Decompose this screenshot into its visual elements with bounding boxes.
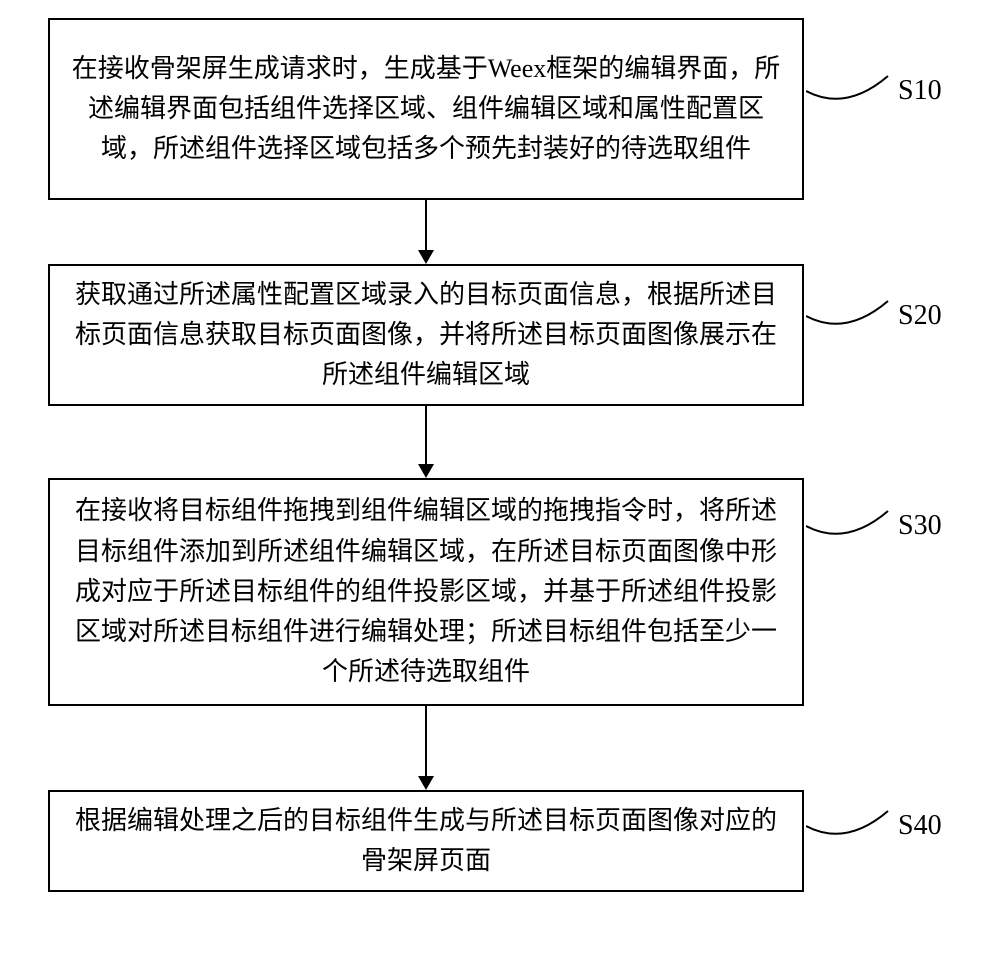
step-label-s40: S40 — [898, 810, 942, 842]
label-connector-s20 — [806, 295, 896, 337]
step-label-s10: S10 — [898, 75, 942, 107]
flow-node-s10: 在接收骨架屏生成请求时，生成基于Weex框架的编辑界面，所述编辑界面包括组件选择… — [48, 18, 804, 200]
flow-node-s20: 获取通过所述属性配置区域录入的目标页面信息，根据所述目标页面信息获取目标页面图像… — [48, 264, 804, 406]
label-connector-s30 — [806, 505, 896, 547]
flow-arrow-head — [418, 250, 434, 264]
flow-arrow — [425, 200, 427, 250]
flow-arrow-head — [418, 776, 434, 790]
flow-arrow — [425, 706, 427, 776]
step-label-s30: S30 — [898, 510, 942, 542]
flow-node-s30: 在接收将目标组件拖拽到组件编辑区域的拖拽指令时，将所述目标组件添加到所述组件编辑… — [48, 478, 804, 706]
flow-node-text: 在接收将目标组件拖拽到组件编辑区域的拖拽指令时，将所述目标组件添加到所述组件编辑… — [70, 491, 782, 692]
step-label-s20: S20 — [898, 300, 942, 332]
flow-arrow-head — [418, 464, 434, 478]
flowchart-canvas: 在接收骨架屏生成请求时，生成基于Weex框架的编辑界面，所述编辑界面包括组件选择… — [0, 0, 1000, 963]
flow-node-text: 获取通过所述属性配置区域录入的目标页面信息，根据所述目标页面信息获取目标页面图像… — [70, 275, 782, 396]
flow-node-s40: 根据编辑处理之后的目标组件生成与所述目标页面图像对应的骨架屏页面 — [48, 790, 804, 892]
flow-node-text: 根据编辑处理之后的目标组件生成与所述目标页面图像对应的骨架屏页面 — [70, 801, 782, 882]
flow-arrow — [425, 406, 427, 464]
label-connector-s10 — [806, 70, 896, 112]
label-connector-s40 — [806, 805, 896, 847]
flow-node-text: 在接收骨架屏生成请求时，生成基于Weex框架的编辑界面，所述编辑界面包括组件选择… — [70, 49, 782, 170]
